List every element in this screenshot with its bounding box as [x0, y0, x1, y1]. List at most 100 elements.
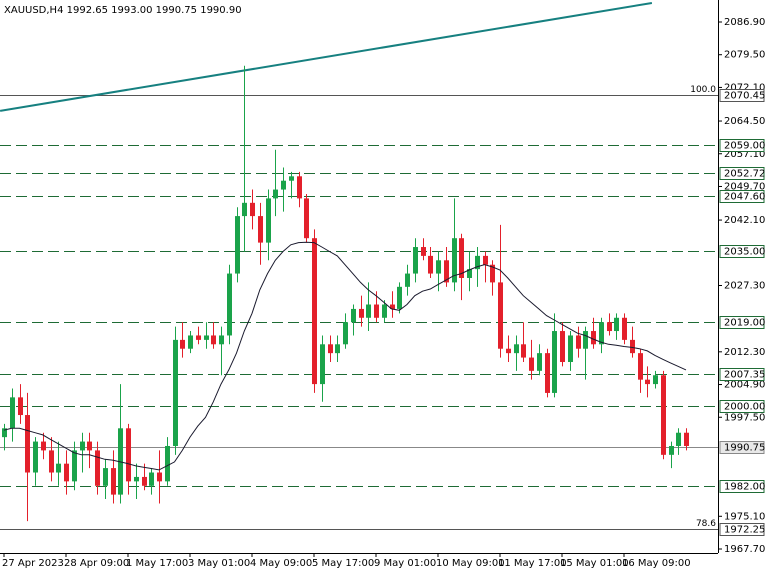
- candle-body: [235, 216, 240, 274]
- candle-body: [2, 428, 7, 438]
- candle-body: [661, 375, 666, 455]
- fibo-level-label: 100.0: [690, 85, 716, 95]
- candle-body: [273, 189, 278, 199]
- candle-body: [545, 353, 550, 393]
- candle-body: [568, 335, 573, 362]
- y-tick-label: 2012.30: [724, 347, 765, 358]
- candle-body: [405, 273, 410, 287]
- candle-body: [459, 238, 464, 278]
- level-label: 2059.00: [724, 141, 765, 152]
- x-tick-label: 10 May 09:00: [436, 558, 505, 569]
- candle-body: [669, 445, 674, 455]
- x-tick-label: 27 Apr 2023: [2, 558, 64, 569]
- candle-body: [335, 344, 340, 354]
- level-label: 1982.00: [724, 482, 765, 493]
- level-label: 2000.00: [724, 402, 765, 413]
- candle-body: [390, 304, 395, 309]
- fibo-price-label: 1972.25: [724, 525, 765, 536]
- candle-body: [180, 339, 185, 349]
- y-tick-label: 2064.50: [724, 116, 765, 127]
- candle-body: [444, 260, 449, 283]
- fibo-price-label: 2070.45: [724, 91, 765, 102]
- candle-body: [87, 441, 92, 451]
- candle-body: [64, 463, 69, 482]
- x-tick-label: 15 May 01:00: [560, 558, 629, 569]
- candle-body: [467, 269, 472, 278]
- candle-body: [219, 335, 224, 345]
- candle-body: [599, 322, 604, 345]
- y-tick-label: 1997.50: [724, 412, 765, 423]
- candle-body: [258, 216, 263, 243]
- candle-body: [374, 304, 379, 318]
- candle-body: [475, 255, 480, 270]
- candle-body: [591, 331, 596, 345]
- candle-body: [653, 375, 658, 385]
- candle-body: [10, 397, 15, 429]
- candle-body: [95, 450, 100, 486]
- candle-body: [382, 304, 387, 318]
- level-label-box: [719, 190, 765, 203]
- level-label: 2007.35: [724, 370, 765, 381]
- candle-body: [211, 335, 216, 345]
- chart-title: XAUUSD,H4 1992.65 1993.00 1990.75 1990.9…: [4, 5, 242, 16]
- candle-body: [289, 176, 294, 181]
- candle-body: [149, 472, 154, 486]
- current-price-box: [719, 441, 765, 454]
- candle-body: [366, 304, 371, 318]
- candle-body: [173, 339, 178, 446]
- candle-body: [483, 255, 488, 265]
- y-tick-label: 2072.10: [724, 82, 765, 93]
- candle-body: [428, 255, 433, 274]
- candle-body: [560, 331, 565, 362]
- candle-body: [421, 247, 426, 256]
- level-label-box: [719, 316, 765, 329]
- current-price-label: 1990.75: [724, 443, 765, 454]
- candle-body: [165, 445, 170, 482]
- y-tick-label: 2004.90: [724, 380, 765, 391]
- candle-body: [413, 247, 418, 274]
- x-tick-label: 16 May 09:00: [622, 558, 691, 569]
- candle-body: [188, 335, 193, 349]
- candle-body: [343, 322, 348, 345]
- x-tick-label: 28 Apr 09:00: [64, 558, 129, 569]
- candle-body: [266, 198, 271, 243]
- candle-body: [521, 344, 526, 358]
- candle-body: [297, 176, 302, 199]
- level-label-box: [719, 368, 765, 381]
- candle-body: [436, 260, 441, 274]
- candle-body: [242, 202, 247, 217]
- x-tick-label: 1 May 17:00: [126, 558, 188, 569]
- candle-body: [552, 331, 557, 393]
- candle-body: [320, 344, 325, 385]
- x-tick-label: 4 May 09:00: [250, 558, 312, 569]
- fibo-level-label: 78.6: [696, 519, 716, 529]
- candle-body: [72, 450, 77, 482]
- y-tick-label: 1975.10: [724, 511, 765, 522]
- candle-body: [537, 353, 542, 371]
- candle-body: [684, 432, 689, 446]
- candle-body: [498, 282, 503, 349]
- candle-body: [506, 348, 511, 354]
- level-label: 2052.72: [724, 169, 765, 180]
- candle-body: [134, 476, 139, 482]
- candle-body: [514, 344, 519, 354]
- candle-body: [638, 353, 643, 380]
- candle-body: [111, 468, 116, 495]
- y-tick-label: 2086.90: [724, 17, 765, 28]
- candle-body: [607, 322, 612, 332]
- candle-body: [397, 286, 402, 309]
- candle-body: [25, 415, 30, 473]
- candle-body: [529, 357, 534, 371]
- candle-body: [227, 273, 232, 336]
- level-label: 2035.00: [724, 247, 765, 258]
- candle-body: [49, 450, 54, 473]
- level-label-box: [719, 400, 765, 413]
- candle-body: [41, 441, 46, 451]
- level-label-box: [719, 480, 765, 493]
- candle-body: [622, 317, 627, 340]
- candle-body: [18, 397, 23, 416]
- x-tick-label: 3 May 01:00: [188, 558, 250, 569]
- candle-body: [676, 432, 681, 446]
